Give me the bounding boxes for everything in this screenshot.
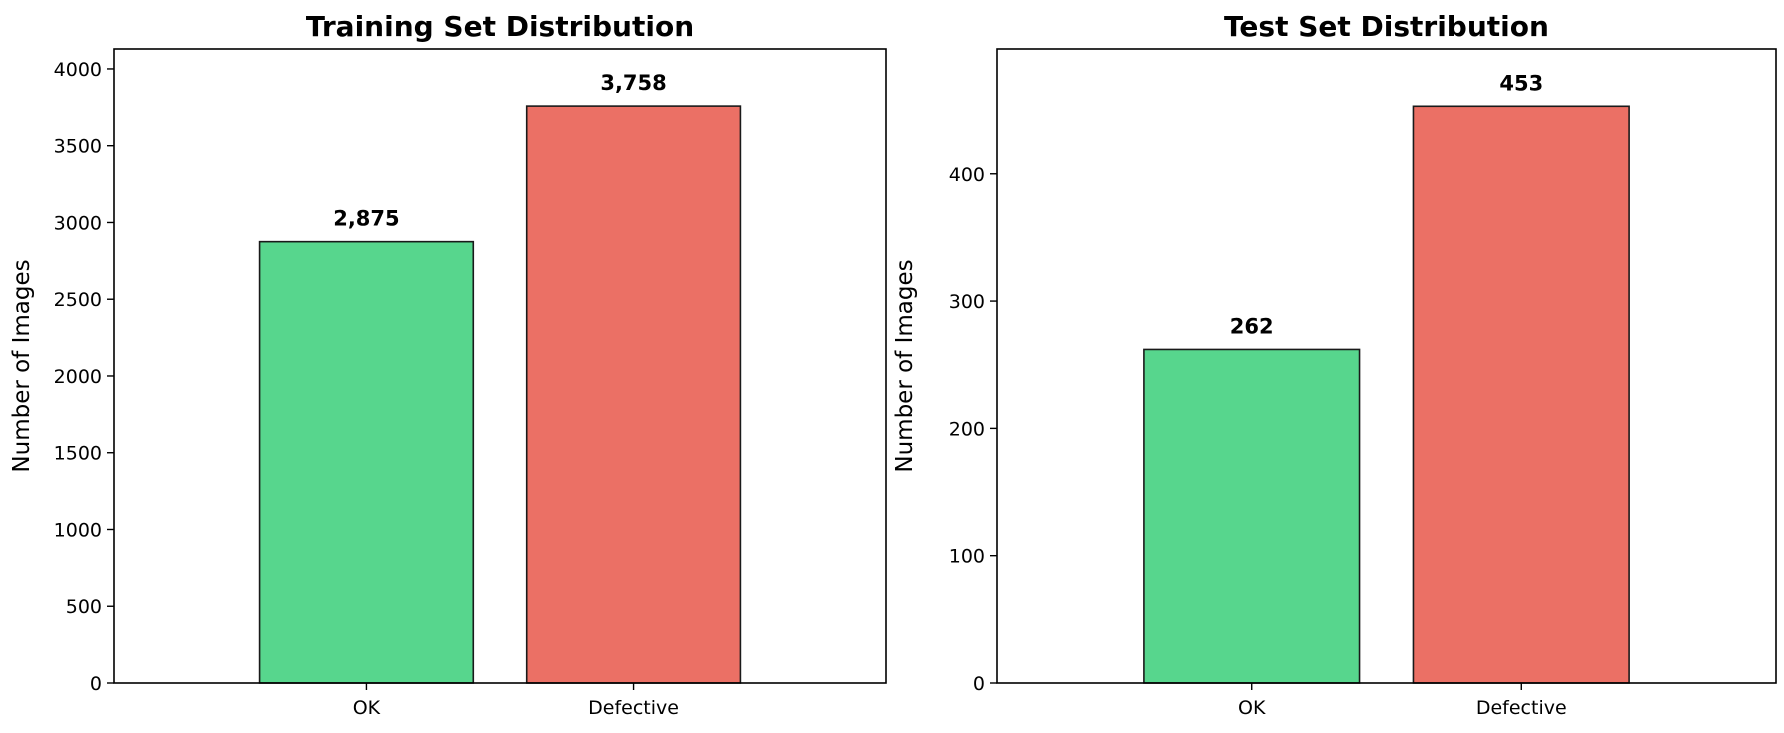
training-value-label: 3,758 — [600, 71, 666, 95]
test-bar-defective — [1412, 105, 1630, 684]
test-set-chart: Test Set Distribution Number of Images 0 10… — [892, 10, 1777, 719]
training-y-tick-label: 2500 — [54, 289, 102, 311]
test-x-tick-label: Defective — [1476, 697, 1567, 719]
training-bar-ok — [258, 240, 475, 684]
training-y-axis-label: Number of Images — [9, 259, 35, 472]
training-plot-frame — [113, 48, 887, 684]
test-y-tick-label: 0 — [973, 673, 985, 695]
training-y-tick-label: 2000 — [54, 366, 102, 388]
test-x-tick-label: OK — [1238, 697, 1266, 719]
test-y-tick-label: 400 — [949, 164, 985, 186]
test-y-tick-label: 100 — [949, 546, 985, 568]
test-y-tick-label: 200 — [949, 418, 985, 440]
training-value-label: 2,875 — [333, 207, 399, 231]
test-plot-frame — [996, 48, 1777, 684]
training-y-tick-label: 3000 — [54, 212, 102, 234]
test-y-tick-label: 300 — [949, 291, 985, 313]
training-y-tick-label: 1500 — [54, 443, 102, 465]
training-y-tick-label: 1000 — [54, 519, 102, 541]
test-bar-ok — [1143, 348, 1361, 684]
test-value-label: 453 — [1499, 71, 1543, 95]
test-y-axis-label: Number of Images — [892, 259, 918, 472]
training-y-tick-label: 0 — [90, 673, 102, 695]
training-x-tick-label: Defective — [588, 697, 679, 719]
test-chart-title: Test Set Distribution — [1224, 10, 1549, 43]
training-bar-defective — [525, 105, 742, 684]
training-y-tick-label: 500 — [66, 596, 102, 618]
test-value-label: 262 — [1230, 314, 1274, 338]
training-set-chart: Training Set Distribution Number of Image… — [9, 10, 887, 719]
training-y-tick-label: 3500 — [54, 136, 102, 158]
training-chart-title: Training Set Distribution — [306, 10, 694, 43]
training-x-tick-label: OK — [353, 697, 381, 719]
training-y-tick-label: 4000 — [54, 59, 102, 81]
